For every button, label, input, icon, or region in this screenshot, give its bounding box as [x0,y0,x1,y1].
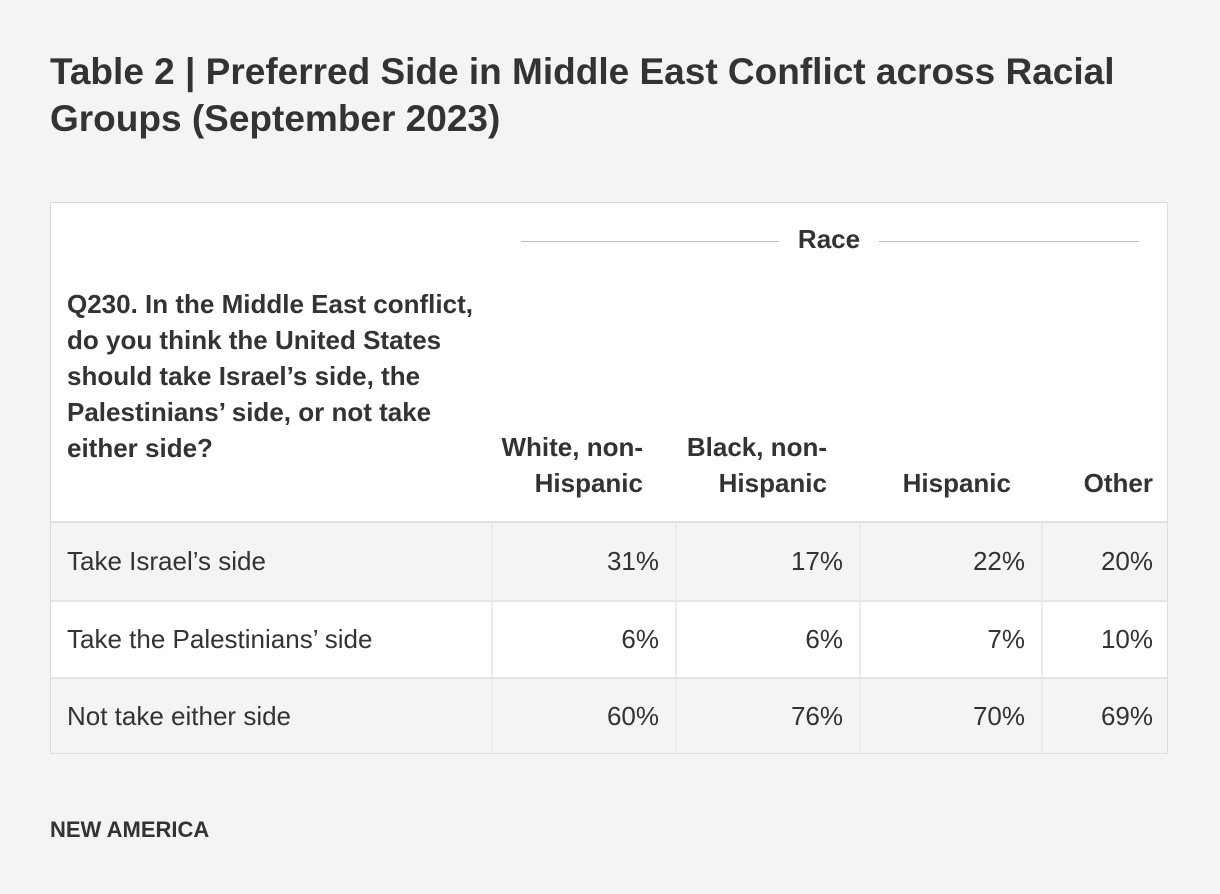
table-cell: 22% [859,523,1041,600]
table-cell: 20% [1041,523,1167,600]
table-cell: 6% [675,602,859,677]
table-cell: 10% [1041,602,1167,677]
column-header-black: Black, non-Hispanic [686,432,827,498]
row-label: Take Israel’s side [67,546,266,576]
table-cell: 76% [675,679,859,753]
spanner-line-right [879,241,1139,242]
table-cell: 70% [859,679,1041,753]
table-cell: 6% [491,602,675,677]
data-table: Race Q230. In the Middle East conflict, … [50,202,1168,754]
column-header-hispanic: Hispanic [902,468,1011,498]
table-cell: 17% [675,523,859,600]
column-header-white: White, non-Hispanic [501,432,643,498]
table-row: Take the Palestinians’ side 6% 6% 7% 10% [51,600,1167,677]
spanner-label: Race [797,224,861,254]
table-cell: 69% [1041,679,1167,753]
table-cell: 7% [859,602,1041,677]
row-label: Take the Palestinians’ side [67,624,373,654]
header-divider [51,521,1167,523]
row-label: Not take either side [67,700,292,731]
table-cell: 31% [491,523,675,600]
source-label: NEW AMERICA [50,817,210,842]
page-title: Table 2 | Preferred Side in Middle East … [50,51,1115,139]
question-header: Q230. In the Middle East conflict, do yo… [67,289,473,463]
table-row: Not take either side 60% 76% 70% 69% [51,677,1167,753]
table-cell: 60% [491,679,675,753]
column-header-other: Other [1083,468,1153,498]
race-spanner: Race [521,217,1139,261]
table-row: Take Israel’s side 31% 17% 22% 20% [51,523,1167,600]
spanner-line-left [521,241,779,242]
